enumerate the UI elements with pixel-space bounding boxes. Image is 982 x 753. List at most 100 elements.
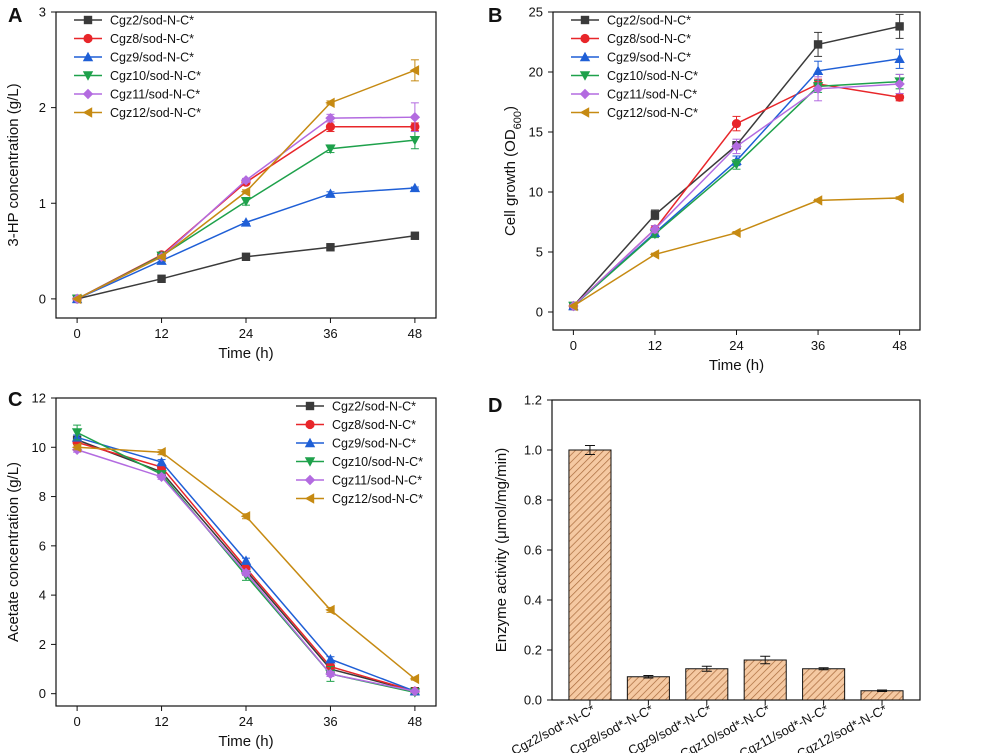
data-point	[240, 555, 252, 565]
legend-marker	[82, 107, 93, 118]
data-point	[241, 252, 251, 261]
y-tick-label: 3	[39, 5, 46, 20]
data-point	[240, 186, 251, 197]
y-tick-label: 1.2	[524, 393, 542, 408]
x-tick-label: 48	[408, 714, 422, 729]
x-tick-label: 36	[323, 326, 337, 341]
legend-label: Cgz2/sod-N-C*	[110, 14, 194, 28]
legend: Cgz2/sod-N-C* Cgz8/sod-N-C* Cgz9/sod-N-C* C…	[74, 14, 201, 120]
data-point	[325, 144, 336, 154]
legend-marker	[82, 88, 94, 100]
legend: Cgz2/sod-N-C* Cgz8/sod-N-C* Cgz9/sod-N-C* C…	[296, 400, 423, 506]
legend-label: Cgz8/sod-N-C*	[332, 418, 416, 432]
bar	[685, 668, 729, 701]
bar	[802, 668, 846, 701]
data-point	[812, 195, 823, 206]
data-point	[409, 673, 420, 685]
legend-marker	[304, 493, 315, 504]
legend-label: Cgz10/sod-N-C*	[110, 69, 201, 83]
x-tick-label: 36	[811, 338, 825, 353]
data-point	[240, 567, 252, 579]
data-point	[325, 604, 335, 616]
data-point	[71, 442, 82, 453]
y-tick-label: 0.0	[524, 693, 542, 708]
legend-marker	[83, 15, 93, 25]
y-tick-label: 2	[39, 100, 46, 115]
x-tick-label: 12	[154, 714, 168, 729]
legend-marker	[304, 437, 316, 448]
y-axis-label: Acetate concentration (g/L)	[5, 462, 22, 642]
series-line	[76, 116, 415, 300]
y-tick-label: 10	[529, 185, 543, 200]
bar	[860, 690, 904, 701]
legend-label: Cgz12/sod-N-C*	[110, 106, 201, 120]
legend: Cgz2/sod-N-C* Cgz8/sod-N-C* Cgz9/sod-N-C* C…	[571, 14, 698, 120]
legend-marker	[82, 51, 94, 62]
data-point	[325, 188, 336, 198]
legend-marker	[579, 107, 590, 118]
x-tick-label: 24	[239, 714, 253, 729]
y-tick-label: 0.4	[524, 593, 542, 608]
legend-marker	[580, 33, 590, 44]
legend-label: Cgz10/sod-N-C*	[332, 455, 423, 469]
legend-label: Cgz11/sod-N-C*	[332, 474, 422, 488]
data-point	[568, 300, 578, 312]
data-point	[156, 251, 166, 262]
y-tick-label: 1	[39, 196, 46, 211]
data-point	[325, 668, 336, 680]
x-tick-label: 12	[648, 338, 662, 353]
legend-marker	[304, 457, 316, 467]
data-point	[731, 141, 742, 152]
series-Cgz12/sod-N-C*	[71, 442, 420, 685]
x-tick-label: 36	[323, 714, 337, 729]
legend-marker	[579, 71, 591, 81]
y-tick-label: 10	[32, 440, 46, 455]
x-tick-label: 0	[73, 326, 80, 341]
y-tick-label: 0	[39, 686, 46, 701]
data-point	[409, 111, 421, 123]
y-tick-label: 8	[39, 489, 46, 504]
legend-marker	[579, 51, 591, 62]
data-point	[240, 197, 252, 207]
legend-label: Cgz9/sod-N-C*	[332, 437, 416, 451]
y-tick-label: 0	[39, 291, 46, 306]
legend-label: Cgz11/sod-N-C*	[607, 88, 697, 102]
series-Cgz2/sod-N-C*	[72, 231, 420, 304]
legend-label: Cgz12/sod-N-C*	[332, 492, 423, 506]
x-axis-label: Time (h)	[218, 345, 273, 362]
data-point	[410, 231, 420, 240]
panel-b: B 0 12 24 36 48 0 5 10 15 20 25 Time (h) Cell growth …	[488, 5, 921, 374]
y-tick-label: 0.2	[524, 643, 542, 658]
legend-label: Cgz9/sod-N-C*	[607, 51, 691, 65]
series-Cgz11/sod-N-C*	[568, 73, 905, 312]
y-tick-label: 20	[529, 65, 543, 80]
data-point	[71, 293, 82, 305]
data-point	[409, 65, 420, 76]
data-point	[649, 249, 660, 260]
data-point	[325, 122, 336, 132]
legend-marker	[82, 71, 94, 81]
data-point	[731, 227, 741, 238]
data-point	[813, 40, 823, 49]
data-point	[156, 447, 166, 458]
data-point	[240, 175, 252, 186]
legend-marker	[305, 401, 315, 411]
panel-d: D 0.0 0.2 0.4 0.6 0.8 1.0 1.2 Enzyme activity (μ…	[488, 393, 921, 753]
data-point	[326, 243, 335, 252]
legend-marker	[579, 88, 591, 100]
data-point	[325, 97, 335, 109]
legend-marker	[83, 33, 93, 44]
x-tick-label: 24	[239, 326, 253, 341]
data-point	[325, 112, 336, 124]
y-axis-label: 3-HP concentration (g/L)	[5, 83, 22, 246]
y-axis-label: Enzyme activity (μmol/mg/min)	[493, 448, 510, 653]
x-tick-label: 48	[892, 338, 906, 353]
data-point	[650, 210, 660, 219]
legend-label: Cgz2/sod-N-C*	[607, 14, 691, 28]
series-Cgz8/sod-N-C*	[72, 121, 420, 304]
data-point	[156, 471, 167, 483]
bar	[626, 676, 670, 701]
data-point	[409, 686, 421, 697]
